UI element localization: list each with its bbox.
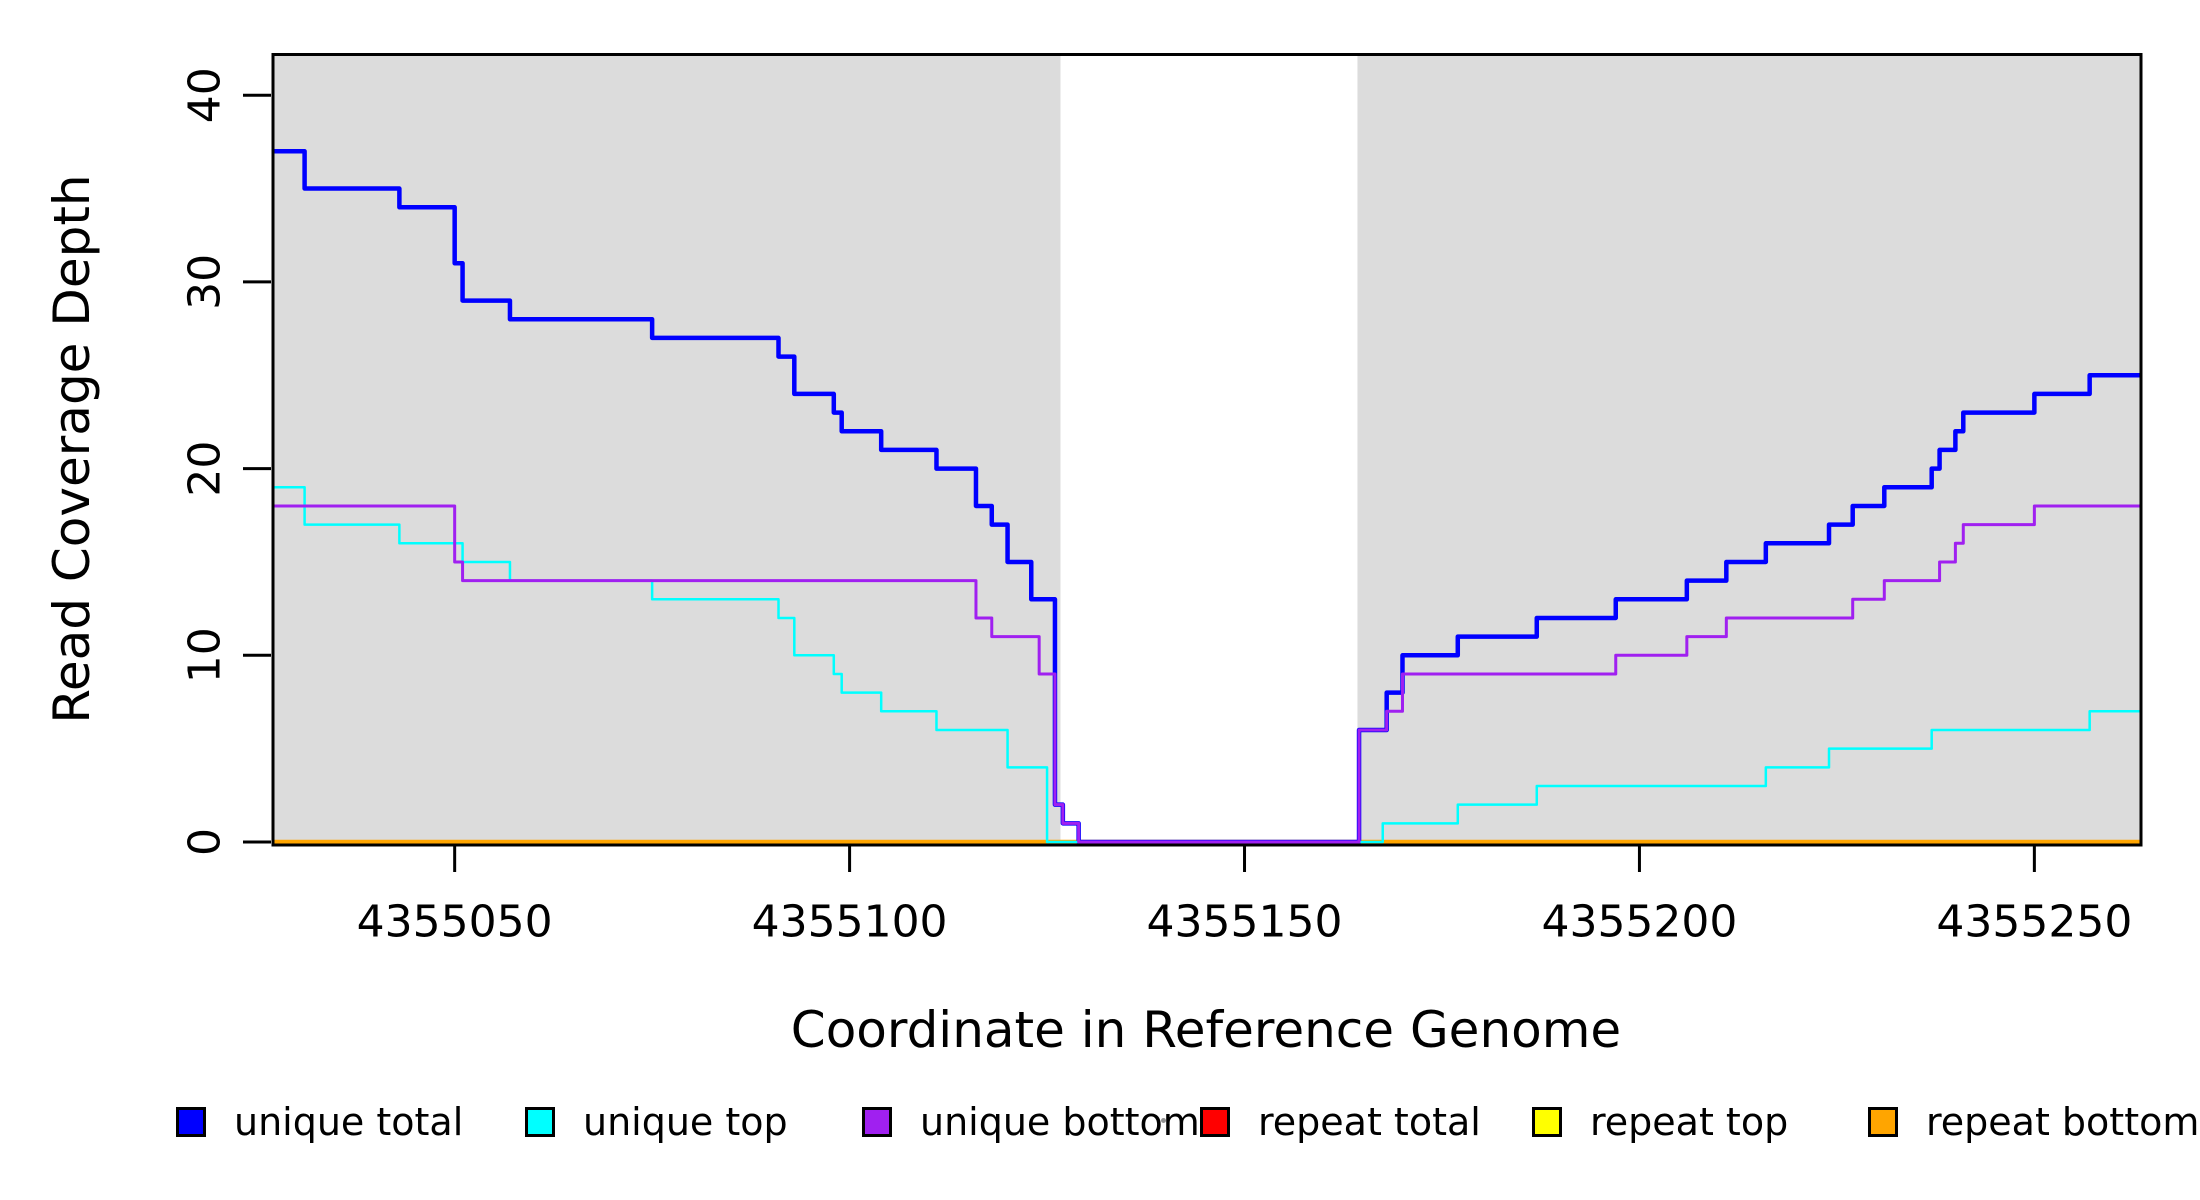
legend-label-unique-top: unique top	[583, 1100, 788, 1144]
series-unique-bottom	[273, 504, 2141, 844]
legend-label-unique-bottom: unique bottom	[920, 1100, 1200, 1144]
y-tick-label: 30	[180, 254, 231, 310]
x-tick-label: 4355200	[1541, 897, 1737, 948]
legend-item-repeat-total: repeat total	[1200, 1100, 1481, 1144]
series-unique-top	[273, 486, 2141, 844]
left-flank-region	[273, 56, 1061, 844]
legend-item-unique-bottom: unique bottom	[862, 1100, 1200, 1144]
y-tick-label: 10	[180, 627, 231, 683]
y-tick-label: 40	[180, 67, 231, 123]
y-tick-label: 20	[180, 441, 231, 497]
y-tick-label: 0	[180, 828, 231, 856]
legend-label-repeat-top: repeat top	[1590, 1100, 1789, 1144]
right-flank-region	[1357, 56, 2141, 844]
legend-swatch-repeat-top	[1532, 1107, 1562, 1137]
x-tick-label: 4355100	[752, 897, 948, 948]
plot-border	[271, 53, 2143, 847]
x-axis-title: Coordinate in Reference Genome	[790, 1001, 1622, 1059]
legend-item-unique-total: unique total	[176, 1100, 464, 1144]
legend-swatch-unique-total	[176, 1107, 206, 1137]
y-axis-ticks: 0 10 20 30 40	[180, 67, 271, 856]
legend-label-unique-total: unique total	[234, 1100, 464, 1144]
series-lines	[273, 148, 2141, 845]
legend-item-repeat-top: repeat top	[1532, 1100, 1789, 1144]
legend-label-repeat-bottom: repeat bottom	[1926, 1100, 2200, 1144]
legend-swatch-unique-top	[525, 1107, 555, 1137]
legend-item-repeat-bottom: repeat bottom	[1868, 1100, 2200, 1144]
x-tick-label: 4355250	[1936, 897, 2132, 948]
shaded-regions	[273, 56, 2141, 844]
legend-swatch-repeat-bottom	[1868, 1107, 1898, 1137]
x-tick-label: 4355050	[357, 897, 553, 948]
legend-swatch-unique-bottom	[862, 1107, 892, 1137]
x-axis-ticks: 4355050 4355100 4355150 4355200 4355250	[357, 845, 2132, 948]
x-tick-label: 4355150	[1147, 897, 1343, 948]
legend-label-repeat-total: repeat total	[1258, 1100, 1481, 1144]
stray-dot	[1161, 1118, 1166, 1123]
legend-item-unique-top: unique top	[525, 1100, 788, 1144]
y-axis-title: Read Coverage Depth	[43, 174, 101, 724]
legend-swatch-repeat-total	[1200, 1107, 1230, 1137]
